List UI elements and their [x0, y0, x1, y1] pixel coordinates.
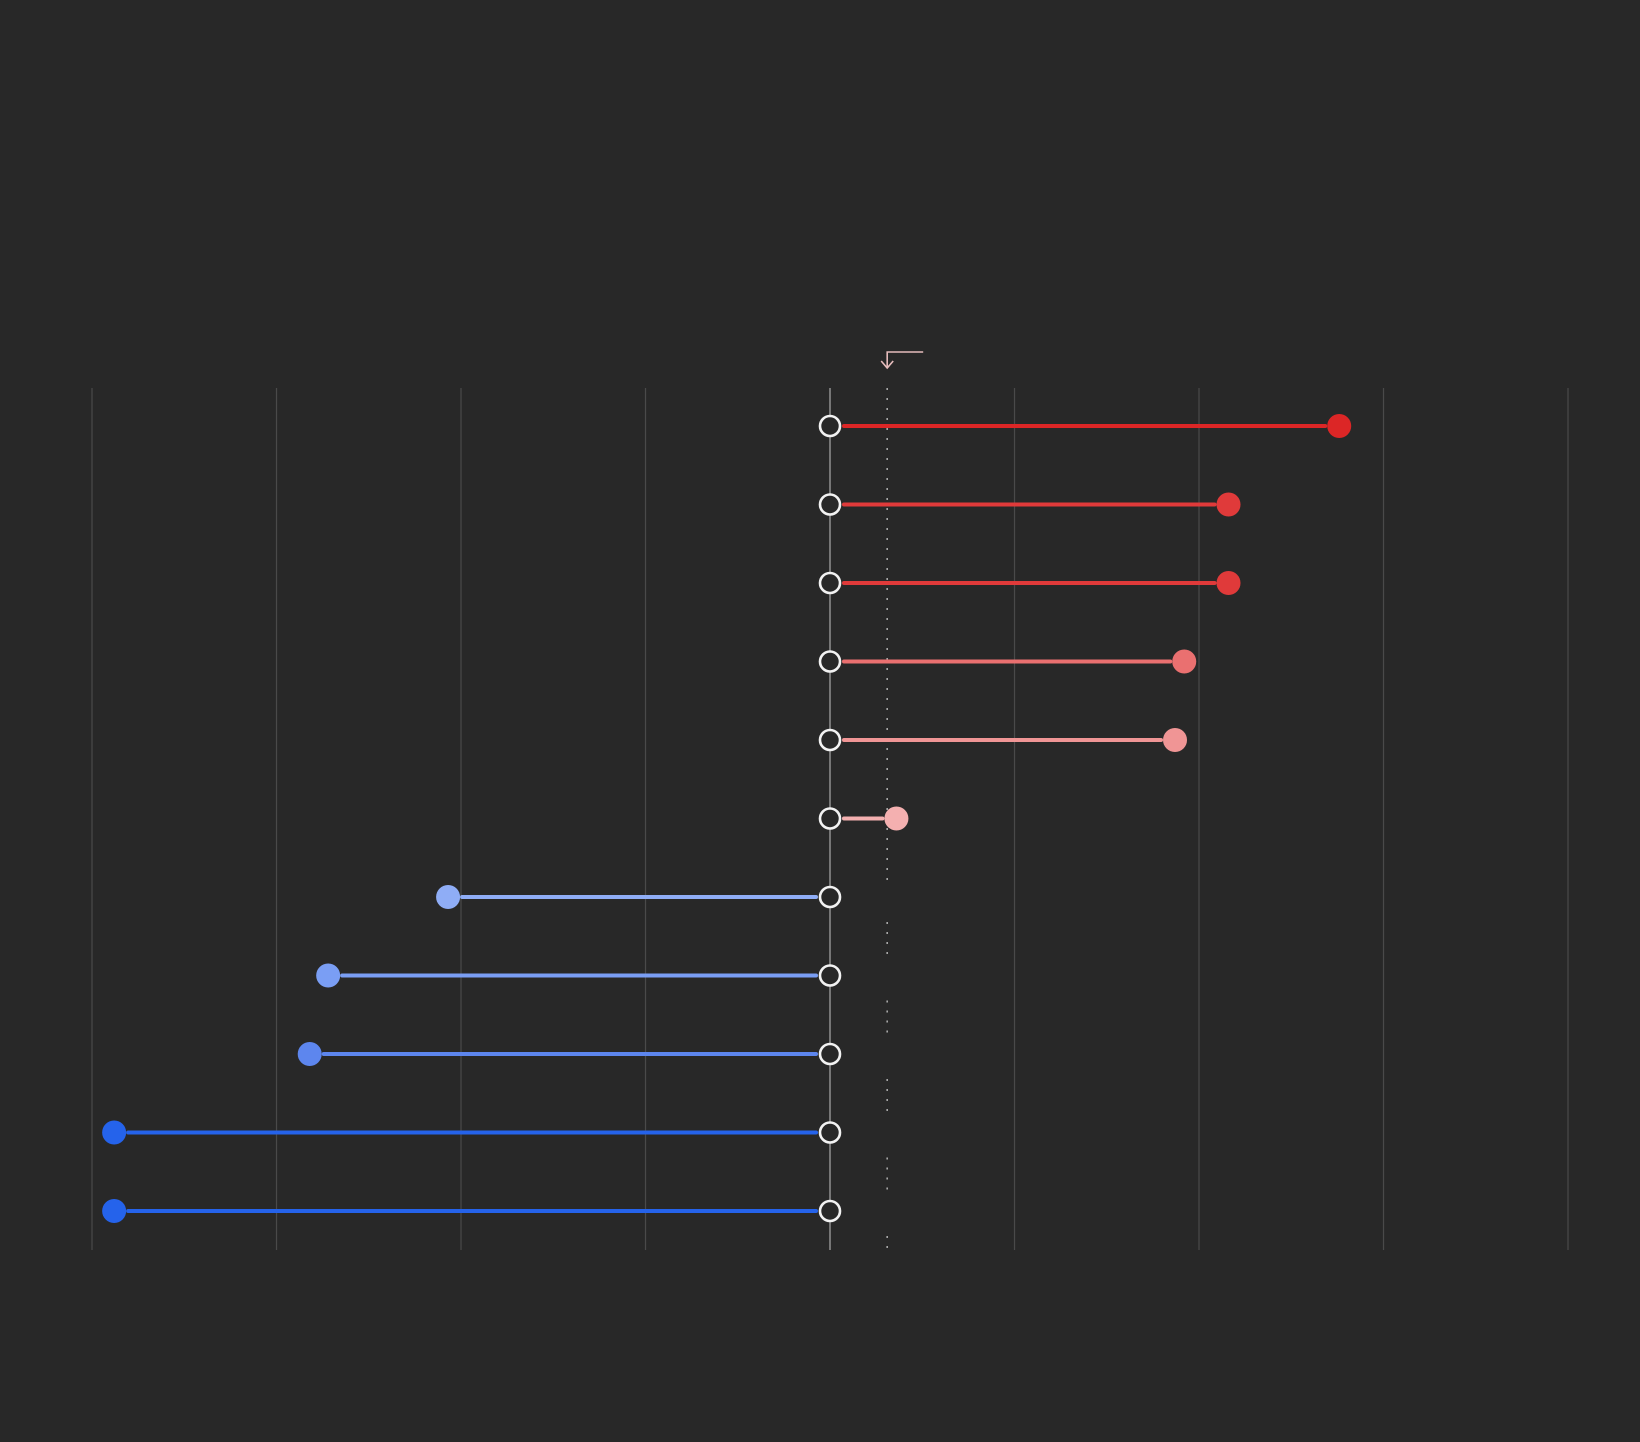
- baseline-marker: [818, 885, 842, 909]
- baseline-marker: [818, 1121, 842, 1144]
- baseline-marker: [818, 414, 842, 438]
- reference-marker: [880, 351, 924, 370]
- value-dot: [102, 1199, 127, 1223]
- value-dot: [884, 806, 909, 831]
- value-dot: [1172, 649, 1197, 674]
- value-dot: [102, 1120, 127, 1145]
- baseline-marker: [818, 964, 842, 987]
- baseline-marker: [818, 571, 842, 595]
- baseline-marker: [818, 650, 842, 673]
- value-dot: [1216, 492, 1241, 517]
- value-dot: [436, 885, 461, 909]
- gridlines: [91, 388, 1569, 1250]
- reference-arrow-head: [880, 360, 894, 370]
- baseline-marker: [818, 493, 842, 516]
- baseline-marker: [818, 807, 842, 830]
- value-dot: [297, 1042, 322, 1066]
- baseline-marker: [818, 1199, 842, 1223]
- value-dot: [316, 963, 341, 988]
- dots: [102, 414, 1352, 1223]
- reference-arrow-stem: [886, 351, 924, 368]
- baseline-marker: [818, 1042, 842, 1066]
- baseline-marker: [818, 728, 842, 752]
- value-dot: [1216, 571, 1241, 595]
- value-dot: [1163, 728, 1188, 752]
- stems: [126, 424, 1328, 1213]
- value-dot: [1327, 414, 1352, 438]
